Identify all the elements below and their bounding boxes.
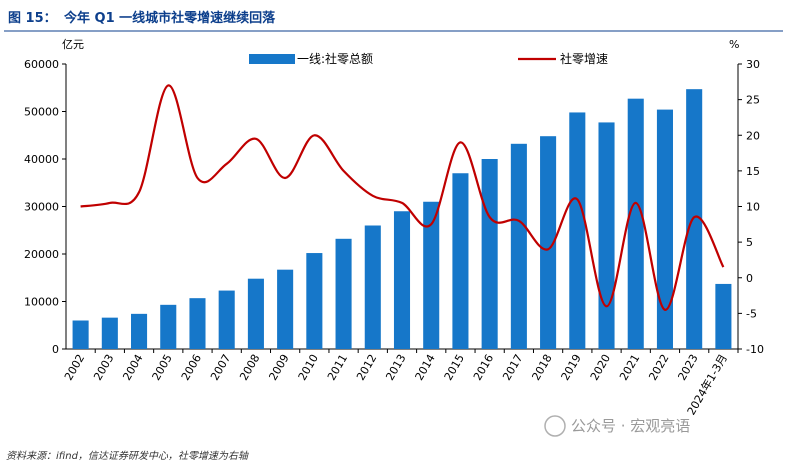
bar xyxy=(218,290,235,349)
x-tick-label: 2012 xyxy=(354,352,379,383)
x-tick-label: 2009 xyxy=(266,352,291,383)
right-tick-label: 10 xyxy=(746,201,760,214)
bar xyxy=(423,201,440,349)
right-axis-unit: % xyxy=(729,38,739,51)
bar xyxy=(72,320,89,349)
watermark: 公众号 · 宏观亮语 xyxy=(544,415,690,437)
bar xyxy=(627,98,644,349)
left-axis-unit: 亿元 xyxy=(62,38,84,51)
bar xyxy=(510,143,527,349)
left-tick-label: 10000 xyxy=(24,296,59,309)
bar xyxy=(452,173,469,349)
bar xyxy=(598,122,615,349)
watermark-text: 公众号 · 宏观亮语 xyxy=(571,417,690,435)
line-series xyxy=(80,84,725,311)
x-tick-label: 2008 xyxy=(237,352,262,383)
x-tick-label: 2013 xyxy=(383,352,408,383)
right-tick-label: 15 xyxy=(746,165,760,178)
bar xyxy=(160,304,177,349)
x-tick-label: 2004 xyxy=(120,352,145,383)
legend: 一线:社零总额 社零增速 xyxy=(249,51,608,66)
bar xyxy=(101,317,118,349)
right-tick-label: 5 xyxy=(746,236,753,249)
x-tick-label: 2022 xyxy=(646,352,671,383)
right-tick-label: 30 xyxy=(746,58,760,71)
x-tick-label: 2020 xyxy=(588,352,613,383)
bar xyxy=(364,225,381,349)
bar-series xyxy=(72,89,732,350)
x-tick-label: 2006 xyxy=(179,352,204,383)
bar xyxy=(131,313,148,349)
chart-title: 今年 Q1 一线城市社零增速继续回落 xyxy=(63,10,276,26)
bar xyxy=(540,136,557,349)
left-tick-label: 0 xyxy=(52,343,59,356)
left-tick-label: 40000 xyxy=(24,153,59,166)
right-tick-label: 25 xyxy=(746,94,760,107)
right-tick-label: 0 xyxy=(746,272,753,285)
bar xyxy=(686,89,703,350)
left-tick-label: 60000 xyxy=(24,58,59,71)
left-tick-label: 50000 xyxy=(24,106,59,119)
x-tick-label: 2016 xyxy=(471,352,496,383)
x-tick-label: 2018 xyxy=(529,352,554,383)
x-tick-label: 2003 xyxy=(91,352,116,383)
left-tick-label: 20000 xyxy=(24,248,59,261)
x-tick-label: 2005 xyxy=(150,352,175,383)
x-tick-label: 2014 xyxy=(413,352,438,383)
bar xyxy=(277,269,294,349)
source-note: 资料来源：ifind，信达证券研发中心，社零增速为右轴 xyxy=(6,450,249,462)
x-tick-label: 2011 xyxy=(325,352,350,383)
x-tick-label: 2002 xyxy=(62,352,87,383)
growth-line xyxy=(80,84,725,311)
right-tick-label: -10 xyxy=(746,343,764,356)
x-tick-label: 2007 xyxy=(208,352,233,383)
figure-label: 图 15： xyxy=(8,11,57,26)
bar xyxy=(481,159,498,349)
bar xyxy=(306,253,323,349)
bar xyxy=(656,109,673,349)
x-tick-label: 2023 xyxy=(676,352,701,383)
x-tick-label: 2021 xyxy=(617,352,642,383)
right-tick-label: -5 xyxy=(746,307,757,320)
x-tick-label: 2017 xyxy=(500,352,525,383)
legend-bar-label: 一线:社零总额 xyxy=(297,51,373,66)
bar xyxy=(189,298,206,349)
right-tick-label: 20 xyxy=(746,129,760,142)
bar xyxy=(335,238,352,349)
left-tick-label: 30000 xyxy=(24,201,59,214)
bar xyxy=(393,211,411,349)
bar xyxy=(715,283,732,349)
bar xyxy=(569,112,586,349)
x-tick-label: 2019 xyxy=(559,352,584,383)
legend-bar-swatch xyxy=(249,54,295,64)
legend-line-label: 社零增速 xyxy=(560,51,608,66)
watermark-logo-icon xyxy=(544,415,566,437)
x-tick-label: 2010 xyxy=(296,352,321,383)
bar xyxy=(247,278,264,349)
x-tick-label: 2015 xyxy=(442,352,467,383)
